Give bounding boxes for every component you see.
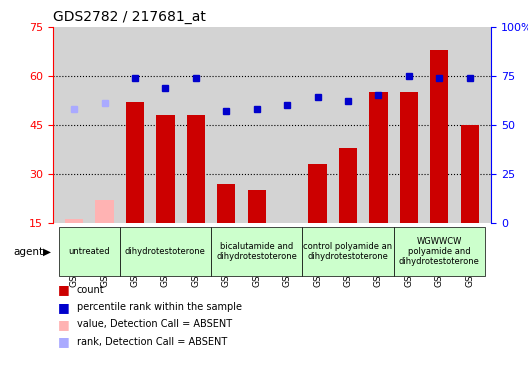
Text: control polyamide an
dihydrotestoterone: control polyamide an dihydrotestoterone	[304, 242, 392, 261]
Bar	[187, 115, 205, 223]
Bar	[217, 184, 235, 223]
Text: ■: ■	[58, 335, 70, 348]
Bar	[460, 125, 479, 223]
Text: rank, Detection Call = ABSENT: rank, Detection Call = ABSENT	[77, 337, 227, 347]
Bar	[156, 115, 175, 223]
Bar	[248, 190, 266, 223]
Text: count: count	[77, 285, 104, 295]
Text: agent: agent	[13, 247, 43, 257]
Text: ■: ■	[58, 301, 70, 314]
Bar	[96, 200, 114, 223]
Bar	[369, 92, 388, 223]
Text: value, Detection Call = ABSENT: value, Detection Call = ABSENT	[77, 319, 232, 329]
Text: bicalutamide and
dihydrotestoterone: bicalutamide and dihydrotestoterone	[216, 242, 297, 261]
Bar	[65, 219, 83, 223]
Bar	[400, 92, 418, 223]
Text: ▶: ▶	[43, 247, 51, 257]
Text: dihydrotestoterone: dihydrotestoterone	[125, 247, 206, 256]
Text: ■: ■	[58, 318, 70, 331]
Text: untreated: untreated	[69, 247, 110, 256]
Bar	[339, 147, 357, 223]
Bar	[126, 102, 144, 223]
Bar	[430, 50, 448, 223]
Text: WGWWCW
polyamide and
dihydrotestoterone: WGWWCW polyamide and dihydrotestoterone	[399, 237, 480, 266]
Text: ■: ■	[58, 283, 70, 296]
Text: percentile rank within the sample: percentile rank within the sample	[77, 302, 242, 312]
Bar	[308, 164, 327, 223]
Text: GDS2782 / 217681_at: GDS2782 / 217681_at	[53, 10, 206, 25]
